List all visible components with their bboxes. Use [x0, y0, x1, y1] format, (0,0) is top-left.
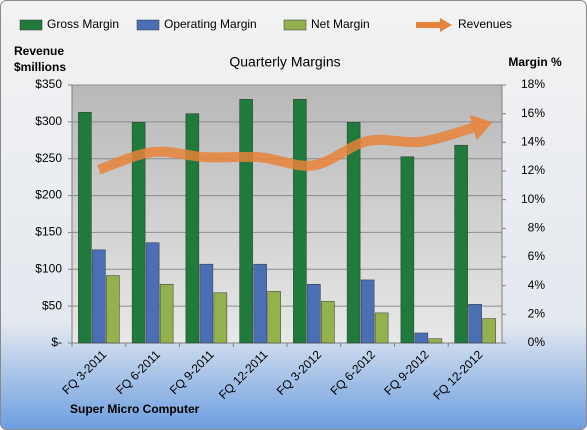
bar	[482, 318, 496, 344]
bar	[199, 263, 214, 344]
legend-label: Net Margin	[311, 17, 370, 31]
bar	[239, 99, 253, 344]
legend-swatch	[136, 19, 160, 31]
y-tick-label: $-	[51, 335, 62, 349]
bar	[185, 113, 200, 344]
y2-tick-label: 18%	[521, 77, 545, 91]
y-tick-label: $350	[35, 77, 62, 91]
y2-tick-label: 0%	[528, 335, 546, 349]
revenue-arrowhead	[469, 115, 493, 141]
legend-swatch	[283, 19, 307, 31]
y-axis-label: $millions	[14, 60, 66, 74]
y-tick-label: $250	[35, 151, 62, 165]
bar	[360, 279, 375, 344]
y-tick-label: $150	[35, 225, 62, 239]
y2-tick-label: 8%	[528, 221, 546, 235]
bar	[213, 292, 228, 344]
bar	[468, 304, 482, 344]
revenue-line	[97, 122, 477, 175]
y2-tick-label: 16%	[521, 106, 545, 120]
legend-label: Operating Margin	[164, 17, 257, 31]
y2-tick-label: 6%	[528, 249, 546, 263]
bar	[78, 111, 92, 344]
y2-tick-label: 12%	[521, 163, 545, 177]
bar	[454, 144, 468, 344]
legend-label: Revenues	[458, 17, 512, 31]
y-tick-label: $50	[42, 298, 62, 312]
y2-tick-label: 4%	[528, 278, 546, 292]
chart-title: Quarterly Margins	[229, 54, 340, 70]
bar	[131, 122, 146, 344]
bar	[106, 275, 120, 344]
y2-tick-label: 10%	[521, 192, 545, 206]
legend-swatch	[19, 19, 43, 31]
y2-axis-label: Margin %	[508, 55, 562, 69]
bar	[374, 312, 389, 344]
bar	[92, 249, 106, 344]
bar	[253, 263, 267, 344]
legend-label: Gross Margin	[47, 17, 119, 31]
bar	[159, 283, 174, 344]
bar	[400, 156, 415, 344]
bar	[267, 291, 281, 344]
legend-swatch	[440, 18, 452, 32]
y-tick-label: $200	[35, 188, 62, 202]
y-tick-label: $300	[35, 114, 62, 128]
bar	[145, 242, 160, 344]
bar	[346, 122, 361, 344]
bar	[293, 99, 307, 344]
bar	[321, 301, 335, 344]
y-tick-label: $100	[35, 261, 62, 275]
y-axis-label: Revenue	[14, 44, 64, 58]
bar	[428, 338, 443, 344]
y2-tick-label: 2%	[528, 307, 546, 321]
bar	[307, 283, 321, 344]
y2-tick-label: 14%	[521, 135, 545, 149]
footer: Super Micro Computer	[70, 402, 200, 416]
bar	[414, 332, 429, 344]
